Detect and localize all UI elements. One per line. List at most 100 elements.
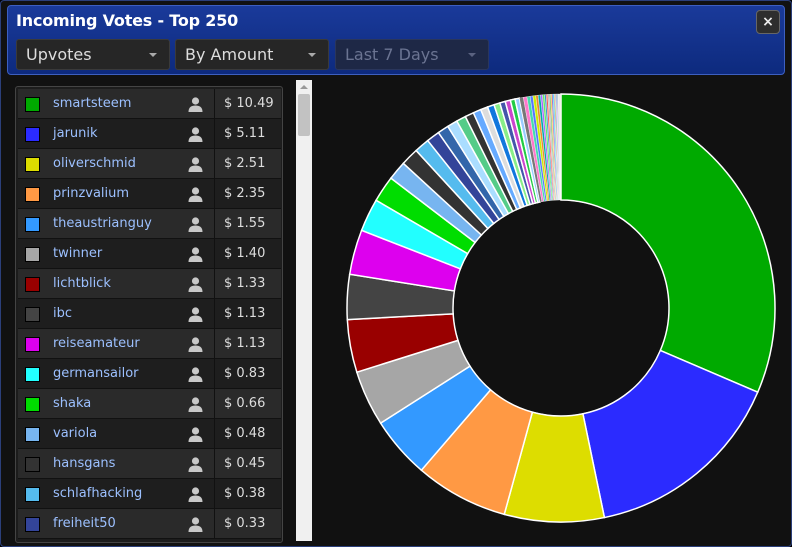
user-icon[interactable] — [187, 246, 204, 263]
user-icon[interactable] — [187, 276, 204, 293]
column-divider — [214, 509, 215, 539]
color-swatch — [25, 97, 40, 112]
column-divider — [214, 479, 215, 509]
user-icon[interactable] — [187, 486, 204, 503]
voter-name[interactable]: prinzvalium — [53, 186, 130, 201]
color-swatch — [25, 307, 40, 322]
color-swatch — [25, 367, 40, 382]
voter-name[interactable]: variola — [53, 426, 98, 441]
color-swatch — [25, 277, 40, 292]
list-item[interactable]: variola $ 0.48 — [18, 419, 281, 449]
vote-amount: $ 5.11 — [224, 126, 266, 141]
user-icon[interactable] — [187, 516, 204, 533]
column-divider — [214, 149, 215, 179]
column-divider — [214, 299, 215, 329]
vote-amount: $ 1.55 — [224, 216, 266, 231]
voter-name[interactable]: shaka — [53, 396, 92, 411]
color-swatch — [25, 187, 40, 202]
user-icon[interactable] — [187, 96, 204, 113]
vote-type-select[interactable]: Upvotes — [16, 39, 170, 70]
list-item[interactable]: reiseamateur $ 1.13 — [18, 329, 281, 359]
chevron-down-icon — [149, 53, 157, 57]
voter-name[interactable]: twinner — [53, 246, 103, 261]
column-divider — [214, 449, 215, 479]
voter-name[interactable]: ibc — [53, 306, 73, 321]
color-swatch — [25, 487, 40, 502]
voter-name[interactable]: reiseamateur — [53, 336, 140, 351]
list-item[interactable]: ibc $ 1.13 — [18, 299, 281, 329]
user-icon[interactable] — [187, 336, 204, 353]
list-item[interactable]: germansailor $ 0.83 — [18, 359, 281, 389]
user-icon[interactable] — [187, 426, 204, 443]
color-swatch — [25, 157, 40, 172]
list-item[interactable]: hansgans $ 0.45 — [18, 449, 281, 479]
list-item[interactable]: smartsteem $ 10.49 — [18, 89, 281, 119]
window-header: Incoming Votes - Top 250 × Upvotes By Am… — [7, 5, 785, 75]
voter-name[interactable]: oliverschmid — [53, 156, 136, 171]
column-divider — [214, 119, 215, 149]
list-item[interactable]: prinzvalium $ 2.35 — [18, 179, 281, 209]
voter-name[interactable]: germansailor — [53, 366, 139, 381]
period-value: Last 7 Days — [345, 45, 439, 64]
color-swatch — [25, 127, 40, 142]
column-divider — [214, 419, 215, 449]
vote-amount: $ 2.35 — [224, 186, 266, 201]
user-icon[interactable] — [187, 396, 204, 413]
vote-amount: $ 1.13 — [224, 306, 266, 321]
list-item[interactable]: theaustrianguy $ 1.55 — [18, 209, 281, 239]
column-divider — [214, 179, 215, 209]
voter-name[interactable]: theaustrianguy — [53, 216, 152, 231]
vote-amount: $ 1.13 — [224, 336, 266, 351]
list-item[interactable]: schlafhacking $ 0.38 — [18, 479, 281, 509]
color-swatch — [25, 247, 40, 262]
voter-list: smartsteem $ 10.49 jarunik $ 5.11 oliverschm… — [15, 86, 283, 543]
vote-amount: $ 0.48 — [224, 426, 266, 441]
sort-select[interactable]: By Amount — [175, 39, 329, 70]
color-swatch — [25, 457, 40, 472]
color-swatch — [25, 397, 40, 412]
voter-name[interactable]: schlafhacking — [53, 486, 143, 501]
voter-name[interactable]: smartsteem — [53, 96, 132, 111]
vote-type-value: Upvotes — [26, 45, 92, 64]
user-icon[interactable] — [187, 456, 204, 473]
list-item[interactable]: freiheit50 $ 0.33 — [18, 509, 281, 539]
voter-name[interactable]: lichtblick — [53, 276, 111, 291]
list-item[interactable]: twinner $ 1.40 — [18, 239, 281, 269]
user-icon[interactable] — [187, 366, 204, 383]
donut-hole — [454, 201, 668, 415]
vote-amount: $ 10.49 — [224, 96, 274, 111]
list-scrollbar[interactable] — [296, 80, 312, 541]
list-item[interactable]: shaka $ 0.66 — [18, 389, 281, 419]
list-item[interactable]: oliverschmid $ 2.51 — [18, 149, 281, 179]
column-divider — [214, 89, 215, 119]
user-icon[interactable] — [187, 216, 204, 233]
user-icon[interactable] — [187, 156, 204, 173]
pie-slice-jarunik[interactable] — [582, 349, 759, 519]
scroll-thumb[interactable] — [298, 94, 310, 136]
scroll-up-arrow-icon[interactable] — [300, 85, 308, 89]
vote-amount: $ 0.33 — [224, 516, 266, 531]
voter-name[interactable]: freiheit50 — [53, 516, 116, 531]
list-item[interactable]: lichtblick $ 1.33 — [18, 269, 281, 299]
votes-donut-chart — [346, 93, 776, 523]
color-swatch — [25, 517, 40, 532]
voter-name[interactable]: jarunik — [53, 126, 98, 141]
color-swatch — [25, 337, 40, 352]
close-button[interactable]: × — [756, 10, 780, 34]
pie-slice-smartsteem[interactable] — [560, 93, 776, 394]
user-icon[interactable] — [187, 306, 204, 323]
column-divider — [214, 209, 215, 239]
sort-value: By Amount — [185, 45, 274, 64]
vote-amount: $ 2.51 — [224, 156, 266, 171]
column-divider — [214, 239, 215, 269]
period-select: Last 7 Days — [335, 39, 489, 70]
vote-amount: $ 0.66 — [224, 396, 266, 411]
user-icon[interactable] — [187, 186, 204, 203]
column-divider — [214, 269, 215, 299]
voter-name[interactable]: hansgans — [53, 456, 116, 471]
user-icon[interactable] — [187, 126, 204, 143]
vote-amount: $ 1.40 — [224, 246, 266, 261]
color-swatch — [25, 217, 40, 232]
list-item[interactable]: jarunik $ 5.11 — [18, 119, 281, 149]
